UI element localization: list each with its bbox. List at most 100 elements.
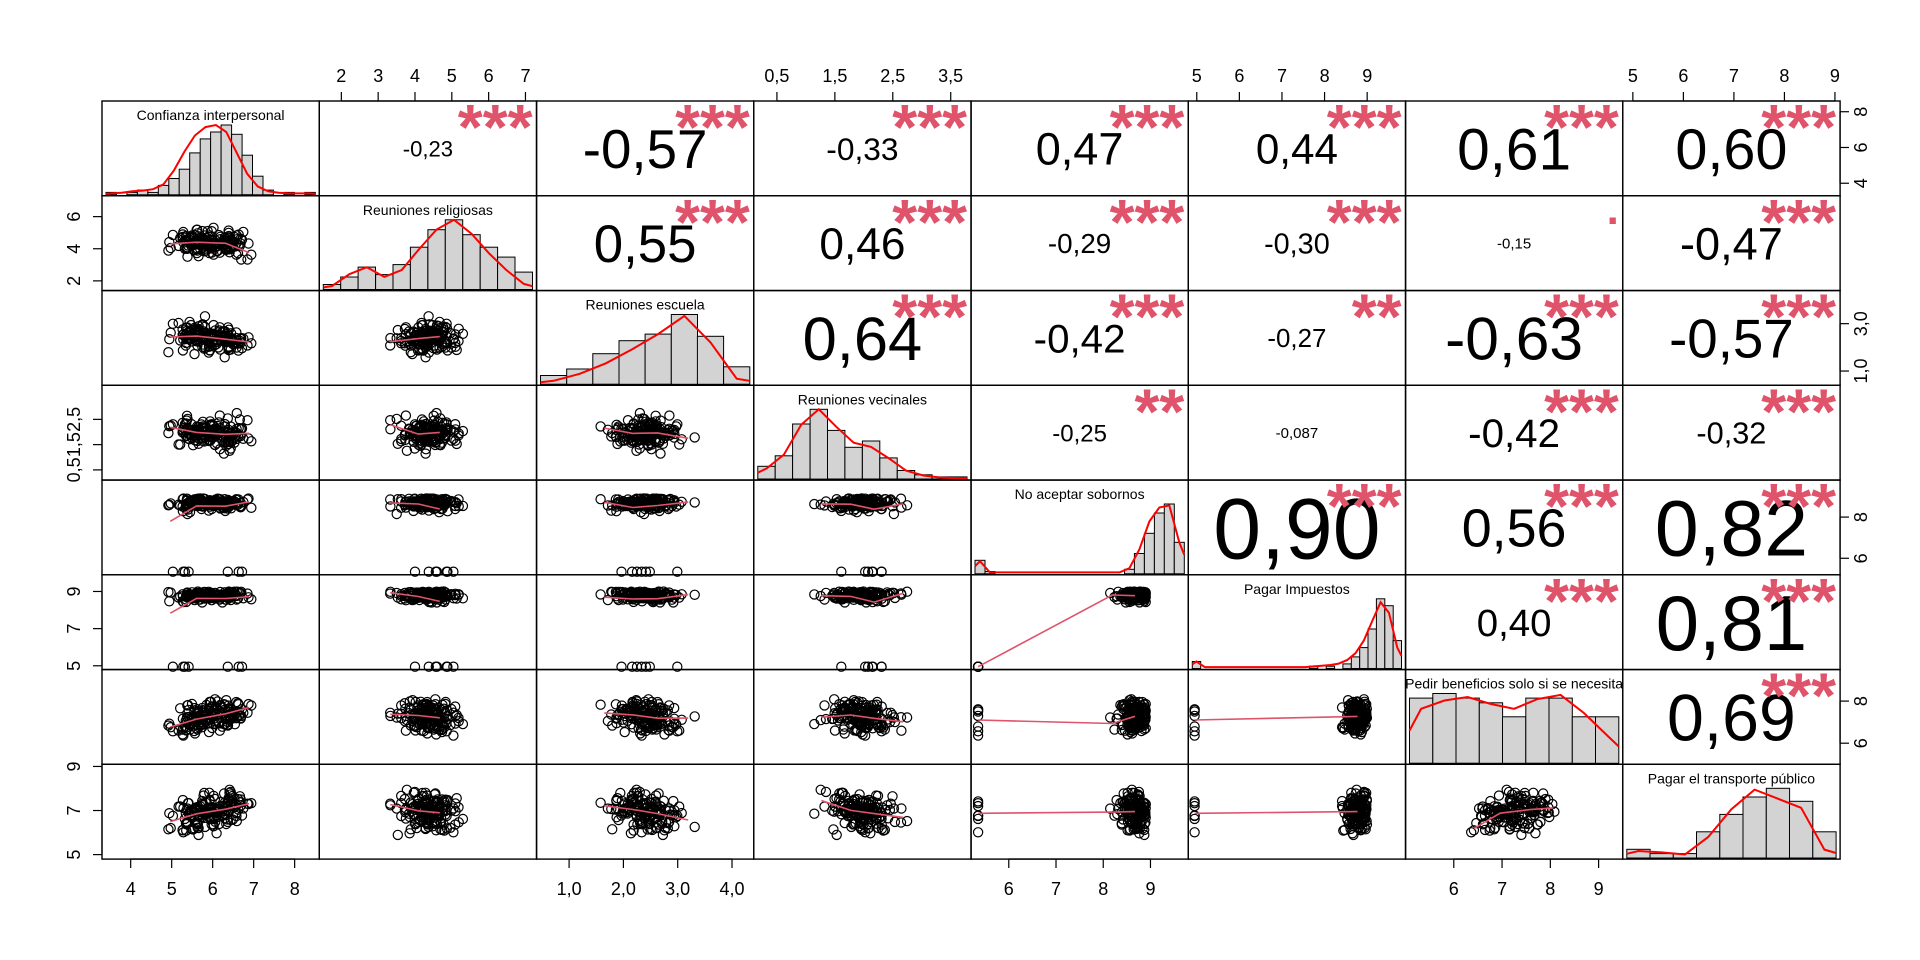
correlation-cell: 0,69*** <box>1667 660 1836 756</box>
significance-stars: *** <box>458 91 533 163</box>
scatter-point <box>191 802 202 813</box>
scatter-point <box>416 718 427 729</box>
scatter-point <box>184 434 195 445</box>
significance-stars: ** <box>1352 281 1402 353</box>
scatter-point <box>431 335 442 346</box>
scatter-point <box>206 819 217 830</box>
histogram-bar <box>1571 716 1597 764</box>
scatter-point <box>1355 714 1366 726</box>
scatter-point <box>1353 719 1364 731</box>
correlation-value: -0,087 <box>1276 425 1319 442</box>
histogram-cell: Reuniones religiosas <box>322 202 533 291</box>
scatter-point <box>1127 800 1139 812</box>
scatter-point <box>184 334 196 345</box>
scatter-point <box>385 494 396 505</box>
scatter-point <box>205 592 217 603</box>
scatter-point <box>644 797 655 808</box>
scatter-point <box>636 827 647 838</box>
scatter-point <box>666 500 678 512</box>
smooth-line <box>169 595 250 614</box>
scatter-cell <box>385 493 469 577</box>
scatter-point <box>164 596 175 607</box>
scatter-point <box>820 713 832 725</box>
histogram-cell: No aceptar sobornos <box>974 486 1186 575</box>
correlation-cell: -0,63*** <box>1445 281 1619 373</box>
tick-label: 2 <box>64 276 84 286</box>
scatter-point <box>628 418 639 429</box>
scatter-point <box>450 798 461 809</box>
scatter-cell <box>809 493 913 577</box>
correlation-value: -0,33 <box>826 131 898 167</box>
correlation-cell: 0,44*** <box>1256 91 1402 173</box>
correlation-cell: 0,56*** <box>1462 470 1619 559</box>
scatter-point <box>410 335 422 346</box>
scatter-point <box>236 566 248 577</box>
scatter-point <box>220 589 232 601</box>
scatter-point <box>633 712 645 723</box>
histogram-bar <box>809 408 828 480</box>
tick-label: 8 <box>1098 879 1108 899</box>
scatter-point <box>385 710 396 722</box>
scatter-point <box>1354 712 1365 723</box>
scatter-cell <box>595 493 700 577</box>
scatter-point <box>453 817 464 828</box>
scatter-point <box>861 496 872 507</box>
scatter-point <box>215 797 226 808</box>
scatter-point <box>628 596 639 608</box>
smooth-line <box>977 594 1136 668</box>
scatter-point <box>385 415 396 426</box>
correlation-value: -0,32 <box>1696 416 1766 451</box>
significance-stars: *** <box>675 186 750 258</box>
scatter-point <box>1338 825 1349 836</box>
significance-stars: ** <box>1134 375 1184 447</box>
scatter-point <box>210 431 221 442</box>
smooth-line <box>170 802 250 823</box>
scatter-point <box>164 334 175 345</box>
scatter-point <box>676 807 687 819</box>
scatter-point <box>197 433 209 444</box>
tick-label: 1,0 <box>557 879 582 899</box>
scatter-point <box>416 419 427 430</box>
tick-label: 6 <box>1851 142 1871 152</box>
scatter-point <box>1109 810 1120 821</box>
scatter-point <box>646 420 658 432</box>
scatter-point <box>422 696 433 708</box>
scatter-point <box>847 712 858 723</box>
scatter-point <box>875 812 886 823</box>
scatter-point <box>423 821 434 833</box>
scatter-cell <box>163 222 257 265</box>
scatter-point <box>901 815 913 827</box>
histogram-bar <box>1359 647 1369 669</box>
scatter-point <box>212 696 223 707</box>
scatter-point <box>644 661 656 672</box>
smooth-line <box>390 803 440 814</box>
scatter-point <box>414 421 425 432</box>
scatter-point <box>180 418 192 429</box>
tick-label: 5 <box>447 66 457 86</box>
correlation-cell: -0,087 <box>1276 425 1319 442</box>
scatter-point <box>441 424 453 436</box>
scatter-point <box>857 494 868 506</box>
scatter-point <box>612 438 623 450</box>
scatter-point <box>836 661 847 672</box>
significance-stars: *** <box>1544 375 1619 447</box>
scatter-point <box>1121 795 1133 807</box>
scatter-point <box>643 722 654 734</box>
scatter-point <box>689 821 700 833</box>
scatter-point <box>174 591 186 602</box>
scatter-point <box>625 828 637 839</box>
tick-label: 2,5 <box>64 407 84 432</box>
scatter-point <box>1493 816 1504 828</box>
scatter-point <box>809 498 820 510</box>
scatter-point <box>431 586 442 597</box>
smooth-line <box>604 427 689 440</box>
scatter-point <box>191 494 202 505</box>
smooth-line <box>604 712 689 720</box>
scatter-point <box>439 825 450 836</box>
scatter-point <box>1138 712 1150 724</box>
scatter-point <box>220 498 232 510</box>
scatter-point <box>619 435 630 446</box>
scatter-point <box>820 587 832 599</box>
panel-border <box>970 574 1190 671</box>
